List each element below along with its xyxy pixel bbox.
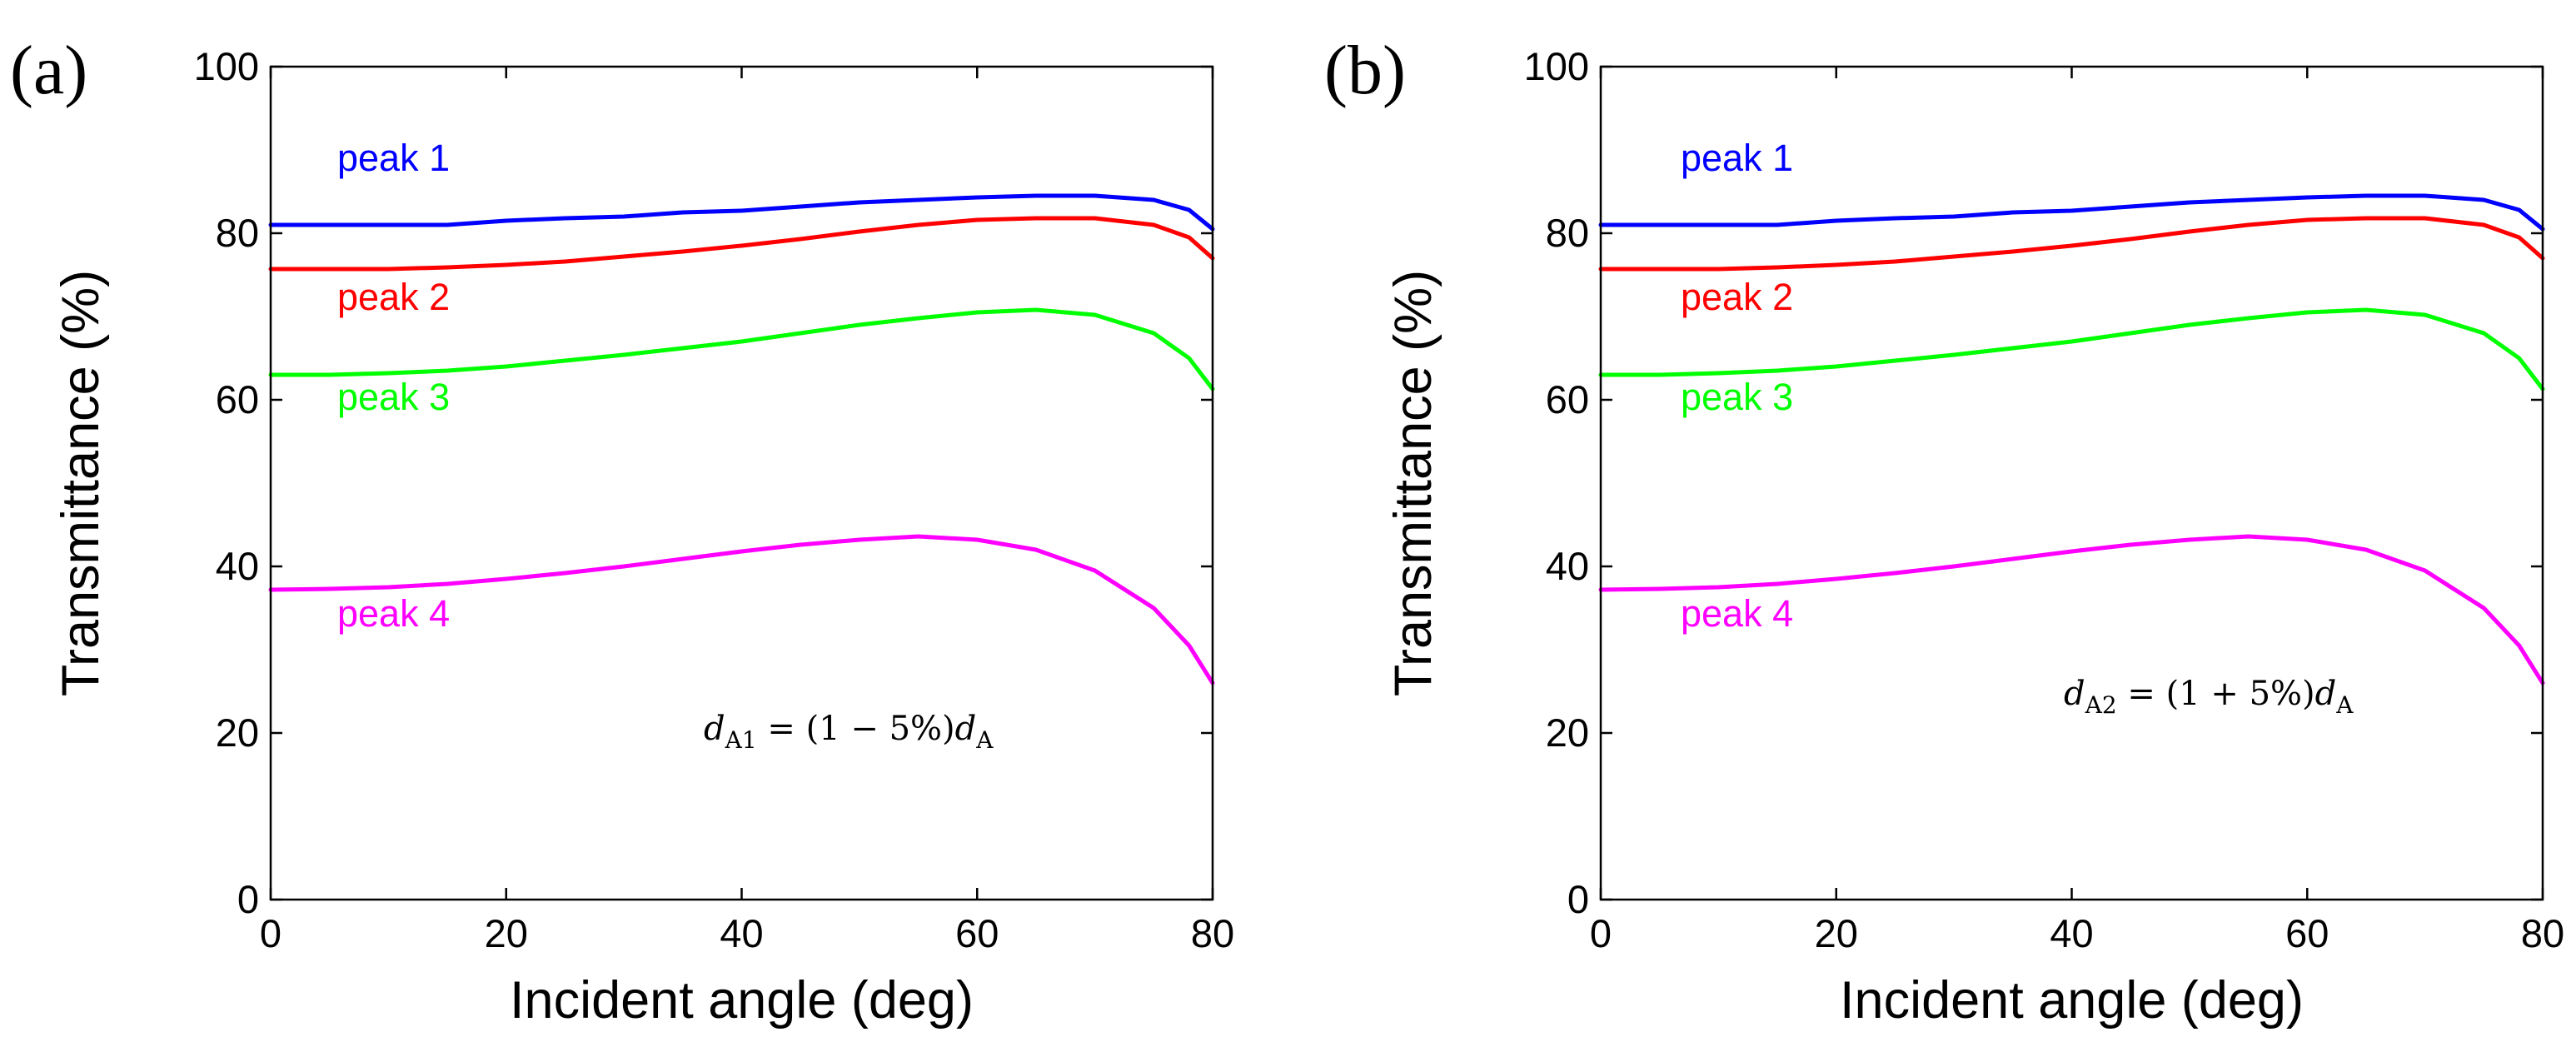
panel-label: (a) (10, 32, 87, 109)
x-tick-label: 0 (1590, 911, 1612, 955)
y-tick-label: 80 (216, 211, 259, 255)
y-tick-label: 20 (216, 710, 259, 755)
series-label-peak-2: peak 2 (1681, 276, 1793, 318)
y-tick-label: 0 (1567, 877, 1589, 921)
series-line-peak-1 (1598, 193, 2545, 232)
y-tick-label: 100 (194, 44, 259, 88)
x-tick-label: 80 (2521, 911, 2564, 955)
series-line-peak-2 (268, 216, 1215, 272)
series-label-peak-3: peak 3 (337, 376, 450, 418)
series-line-peak-2 (1598, 216, 2545, 272)
y-axis-label: Transmittance (%) (52, 270, 110, 696)
x-tick-label: 80 (1191, 911, 1234, 955)
x-tick-label: 20 (1815, 911, 1858, 955)
y-tick-label: 40 (1546, 544, 1589, 588)
series-label-peak-1: peak 1 (1681, 137, 1793, 179)
plot-frame (269, 65, 1214, 901)
series-label-peak-4: peak 4 (337, 592, 450, 635)
x-tick-label: 0 (260, 911, 282, 955)
x-tick-label: 60 (2285, 911, 2329, 955)
panel-label: (b) (1324, 32, 1406, 109)
series-label-peak-1: peak 1 (337, 137, 450, 179)
y-tick-label: 80 (1546, 211, 1589, 255)
series-line-peak-4 (1598, 534, 2545, 686)
series-line-peak-3 (1598, 307, 2545, 391)
panel-a: (a) 0 20 40 60 80 0 20 40 60 80 100 Incident angle (… (10, 32, 1234, 1030)
y-tick-label: 60 (1546, 377, 1589, 421)
x-tick-label: 20 (485, 911, 528, 955)
panel-b: (b) 0 20 40 60 80 0 20 40 60 80 100 Incident angle (… (1324, 32, 2564, 1030)
y-tick-label: 20 (1546, 710, 1589, 755)
annotation-equation: dA2 = (1 + 5%)dA (2064, 675, 2354, 719)
series-line-peak-4 (268, 534, 1215, 686)
y-tick-label: 60 (216, 377, 259, 421)
y-tick-label: 40 (216, 544, 259, 588)
y-tick-label: 0 (237, 877, 259, 921)
y-axis-label: Transmittance (%) (1384, 270, 1442, 696)
x-tick-label: 40 (2050, 911, 2093, 955)
x-tick-label: 60 (955, 911, 999, 955)
x-axis-label: Incident angle (deg) (510, 971, 974, 1030)
series-label-peak-2: peak 2 (337, 276, 450, 318)
series-line-peak-1 (268, 193, 1215, 232)
annotation-equation: dA1 = (1 − 5%)dA (704, 710, 994, 754)
x-axis-label: Incident angle (deg) (1840, 971, 2304, 1030)
plot-frame (1599, 65, 2544, 901)
x-tick-label: 40 (720, 911, 763, 955)
series-label-peak-3: peak 3 (1681, 376, 1793, 418)
y-tick-label: 100 (1524, 44, 1589, 88)
series-label-peak-4: peak 4 (1681, 592, 1793, 635)
series-line-peak-3 (268, 307, 1215, 391)
